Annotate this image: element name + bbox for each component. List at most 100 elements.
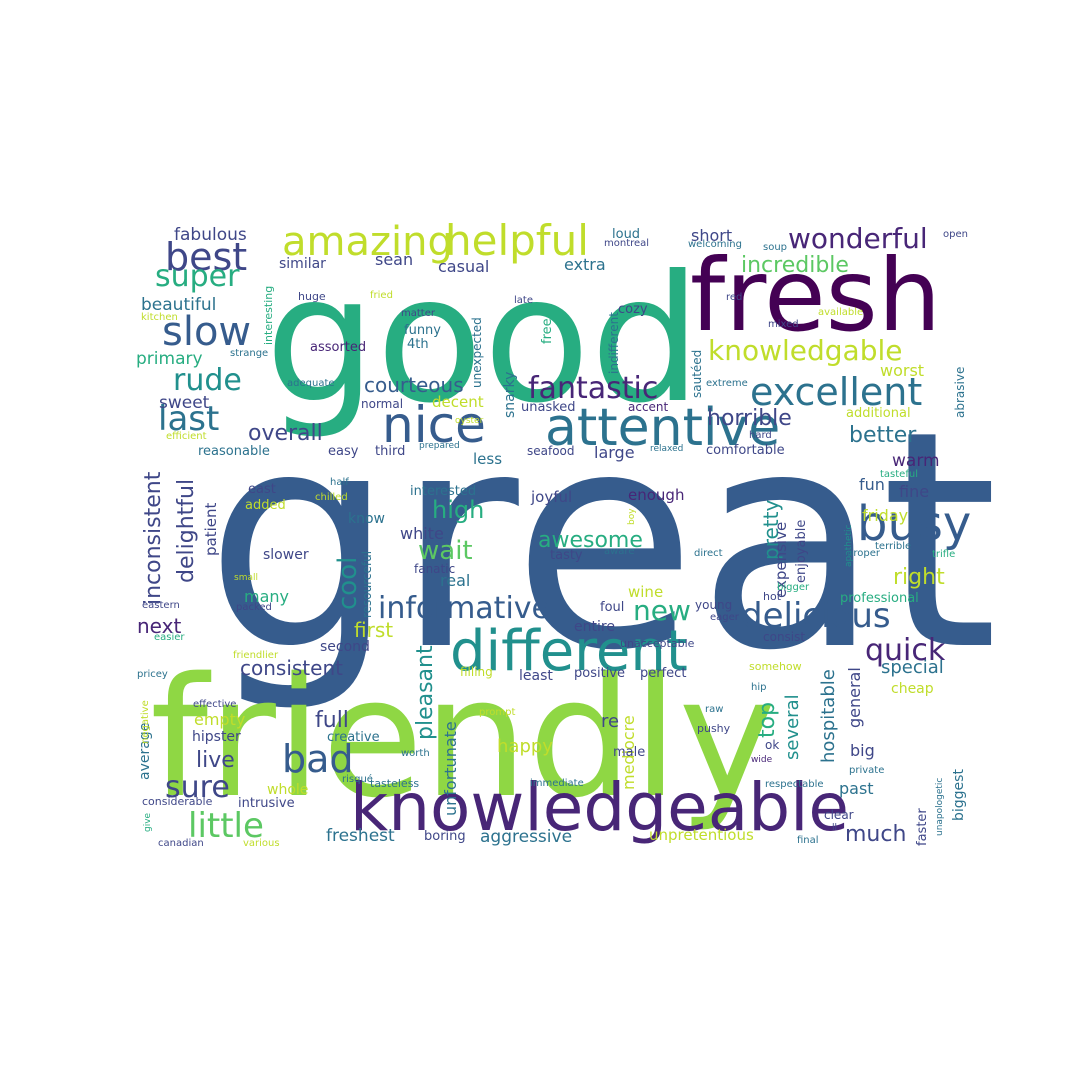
word-bad: bad bbox=[282, 737, 354, 781]
word-awesome: awesome bbox=[538, 528, 643, 553]
word-amazing: amazing bbox=[282, 219, 453, 265]
word-apathetic: apathetic bbox=[844, 524, 854, 567]
word-overall: overall bbox=[248, 421, 323, 446]
word-empty: empty bbox=[194, 710, 245, 729]
word-freshest: freshest bbox=[326, 826, 395, 846]
word-free: free bbox=[540, 318, 555, 344]
word-joyful: joyful bbox=[530, 488, 572, 506]
word-wonderful: wonderful bbox=[788, 222, 928, 255]
word-hospitable: hospitable bbox=[818, 669, 839, 763]
word-prompt: prompt bbox=[479, 707, 515, 718]
word-male: male bbox=[613, 745, 645, 760]
word-high: high bbox=[432, 496, 484, 524]
word-assorted: assorted bbox=[310, 340, 366, 355]
word-welcoming: welcoming bbox=[688, 239, 742, 250]
word-intrusive: intrusive bbox=[238, 796, 295, 811]
word-added: added bbox=[245, 498, 286, 513]
word-bigger: bigger bbox=[777, 582, 810, 593]
word-excellent: excellent bbox=[750, 370, 922, 414]
word-fantastic: fantastic bbox=[528, 371, 658, 406]
word-worth: worth bbox=[401, 748, 430, 759]
word-wide: wide bbox=[751, 755, 773, 765]
word-pricey: pricey bbox=[137, 669, 168, 680]
word-fresh: fresh bbox=[690, 237, 941, 354]
word-risqu-: risqué bbox=[342, 773, 373, 785]
word-fun: fun bbox=[859, 475, 885, 494]
word-friendly: friendly bbox=[150, 642, 776, 834]
word-cozy: cozy bbox=[618, 302, 648, 317]
word-inconsistent: inconsistent bbox=[141, 471, 166, 605]
word-red: red bbox=[726, 292, 742, 303]
word-little: little bbox=[188, 806, 264, 846]
word-decent: decent bbox=[432, 393, 484, 411]
word-final: final bbox=[797, 835, 819, 846]
word-easy: easy bbox=[328, 444, 359, 459]
word-aware: aware bbox=[604, 546, 634, 557]
word-knowledgable: knowledgable bbox=[708, 334, 902, 367]
word-immediate: immediate bbox=[530, 778, 584, 789]
word-big: big bbox=[850, 741, 875, 760]
word-enough: enough bbox=[628, 486, 684, 504]
word-many: many bbox=[244, 587, 289, 606]
word-last: last bbox=[158, 399, 219, 439]
word-helpful: helpful bbox=[445, 216, 589, 265]
word-past: past bbox=[839, 779, 874, 798]
word-sweet: sweet bbox=[159, 393, 210, 413]
word-respectable: respectable bbox=[765, 779, 824, 790]
word-mixed: mixed bbox=[768, 319, 799, 330]
word-small: small bbox=[234, 573, 258, 583]
word-real: real bbox=[440, 571, 470, 590]
word-4th: 4th bbox=[407, 337, 429, 352]
word-best: best bbox=[165, 235, 247, 279]
word-worst: worst bbox=[880, 361, 924, 380]
word-accent: accent bbox=[628, 400, 669, 414]
word-saut-ed: sautéed bbox=[690, 350, 704, 398]
word-re: re bbox=[601, 711, 619, 732]
word-seafood: seafood bbox=[527, 444, 575, 458]
word-effective: effective bbox=[193, 699, 236, 710]
word-oyster: oyster bbox=[455, 416, 484, 426]
word-next: next bbox=[137, 614, 181, 638]
word-happy: happy bbox=[497, 736, 553, 757]
word-biggest: biggest bbox=[951, 769, 967, 821]
word-canadian: canadian bbox=[158, 838, 204, 849]
word-great: great bbox=[205, 367, 998, 716]
word-private: private bbox=[849, 765, 884, 776]
word-live: live bbox=[196, 748, 235, 773]
word-slow: slow bbox=[162, 309, 251, 355]
word-extreme: extreme bbox=[706, 378, 748, 389]
word-knowledgeable: knowledgeable bbox=[350, 769, 849, 846]
word-enjoyable: enjoyable bbox=[794, 520, 809, 583]
word-packed: packed bbox=[236, 602, 272, 613]
word-unacceptable: unacceptable bbox=[620, 637, 695, 650]
word-creative: creative bbox=[327, 730, 380, 745]
word-unasked: unasked bbox=[521, 400, 576, 415]
word-know: know bbox=[348, 511, 385, 527]
word-fine: fine bbox=[899, 482, 929, 501]
word-faster: faster bbox=[915, 808, 930, 846]
word-unexpected: unexpected bbox=[470, 317, 484, 388]
word-hipster: hipster bbox=[192, 729, 241, 745]
word-foul: foul bbox=[600, 600, 624, 615]
word-horrible: horrible bbox=[707, 406, 792, 431]
word-proper: proper bbox=[847, 548, 881, 559]
word-similar: similar bbox=[279, 256, 326, 272]
word-east: east bbox=[248, 482, 276, 497]
word-give: give bbox=[143, 812, 153, 832]
word-full: full bbox=[315, 708, 349, 733]
word-least: least bbox=[519, 668, 553, 684]
word-professional: professional bbox=[840, 591, 919, 606]
word-cool: cool bbox=[333, 557, 363, 610]
word-delicious: delicious bbox=[741, 596, 891, 636]
word-white: white bbox=[400, 524, 444, 543]
word-quick: quick bbox=[865, 633, 946, 668]
word-tasty: tasty bbox=[550, 548, 583, 563]
word-snarky: snarky bbox=[502, 372, 518, 418]
word-wine: wine bbox=[628, 583, 663, 601]
word-sure: sure bbox=[165, 770, 230, 805]
word-second: second bbox=[320, 639, 370, 655]
word-short: short bbox=[691, 226, 732, 245]
word-large: large bbox=[594, 443, 635, 462]
word-eastern: eastern bbox=[142, 600, 180, 611]
